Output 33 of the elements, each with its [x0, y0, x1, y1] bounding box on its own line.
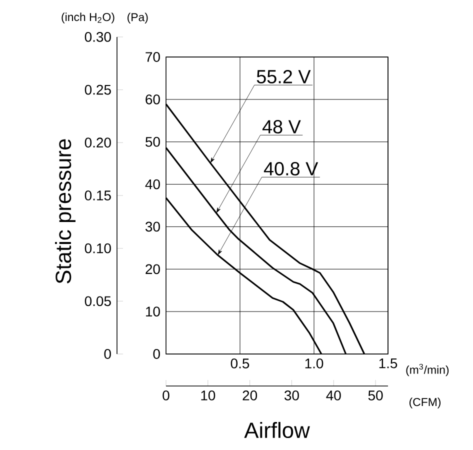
y2-tick-label: 50 — [146, 136, 160, 147]
y2-tick-label: 70 — [146, 52, 160, 62]
x2-tick-label: 10 — [201, 390, 216, 400]
y2-tick-label: 0 — [153, 349, 160, 359]
y2-tick-label: 10 — [146, 306, 160, 317]
x2-tick-label: 30 — [284, 390, 299, 400]
y-tick-label: 0.30 — [84, 32, 111, 42]
x-axis-title: Airflow — [244, 422, 310, 438]
x-tick-label: 0.5 — [230, 358, 250, 368]
y-tick-label: 0.25 — [84, 84, 111, 95]
x2-tick-label: 0 — [162, 390, 170, 400]
y2-tick-label: 20 — [146, 264, 160, 274]
x2-tick-label: 50 — [368, 390, 383, 400]
y-tick-label: 0.05 — [84, 296, 111, 306]
y2-axis-title: (Pa) — [128, 12, 148, 24]
y2-tick-label: 40 — [145, 179, 160, 190]
y-axis-title: Static pressure — [55, 139, 76, 284]
text: 48 V — [262, 120, 301, 134]
x2-axis-title: (CFM) — [409, 398, 441, 408]
x-tick-label: 1.0 — [305, 358, 324, 368]
x-tick-label: 1.5 — [379, 358, 398, 368]
text: 40.8 V — [264, 162, 318, 176]
y-tick-label: 0.10 — [84, 243, 111, 254]
text: (inch H$_{2}$O) — [62, 12, 114, 24]
x2-tick-label: 40 — [326, 390, 341, 400]
y2-tick-label: 60 — [146, 94, 160, 104]
y2-tick-label: 30 — [146, 222, 160, 232]
y-tick-label: 0 — [104, 349, 111, 359]
text: (m$^{3}$/min) — [406, 364, 449, 376]
text: 55.2 V — [256, 70, 311, 84]
y-tick-label: 0.15 — [84, 190, 111, 200]
y-tick-label: 0.20 — [84, 138, 111, 148]
x2-tick-label: 20 — [242, 390, 258, 400]
